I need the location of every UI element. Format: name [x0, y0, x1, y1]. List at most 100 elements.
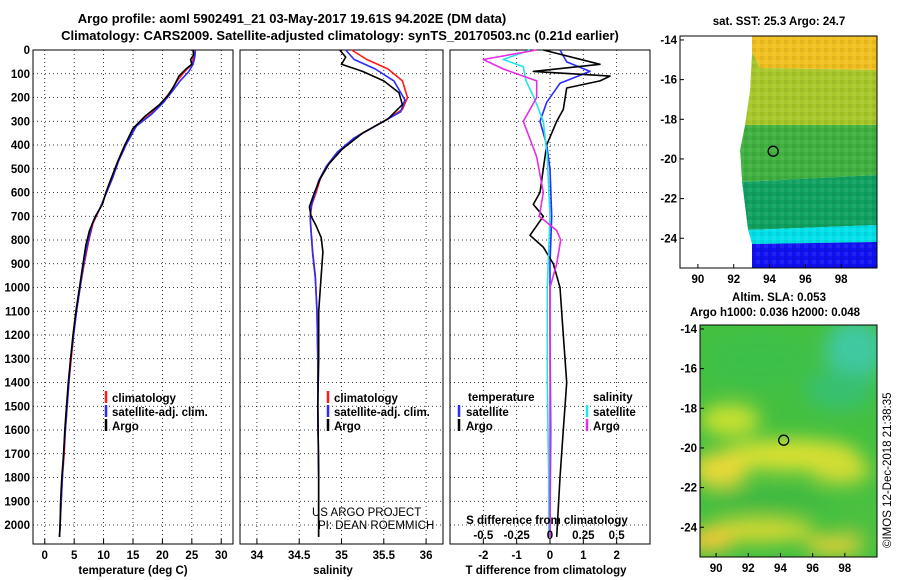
- latitude-tick-label: -14: [660, 35, 677, 47]
- pressure-tick-labels: 0 100 200 300 400 500 600 700 800 900 1000 1100 1200…: [4, 45, 30, 532]
- latitude-tick-label: -16: [680, 364, 697, 376]
- x-tick-label: 1: [580, 550, 587, 562]
- x-tick-label: 0: [42, 550, 48, 562]
- temperature-difference-tick-labels: -2 -1 0 1 2: [478, 550, 620, 562]
- longitude-tick-label: 96: [799, 274, 812, 286]
- temperature-gridlines: [33, 49, 233, 544]
- figure-title-line2: Climatology: CARS2009. Satellite-adjuste…: [61, 28, 619, 43]
- pressure-tick-label: 1800: [4, 473, 30, 485]
- x-tick-label: 10: [97, 550, 110, 562]
- sst-texture: [740, 36, 877, 268]
- pressure-tick-label: 1300: [4, 354, 30, 366]
- sst-longitude-labels: 90 92 94 96 98: [692, 264, 848, 286]
- argo-float-marker: [767, 145, 779, 157]
- x-tick-label: 5: [71, 550, 78, 562]
- sst-map-frame: [679, 35, 878, 269]
- pressure-tick-label: 1400: [4, 378, 30, 390]
- salinity-legend: climatology satellite-adj. clim. Argo: [326, 391, 430, 433]
- longitude-tick-label: 92: [727, 274, 740, 286]
- argo-float-marker: [778, 434, 790, 446]
- sst-map-panel: sat. SST: 25.3 Argo: 24.7 90 92 94 96 98 -14…: [660, 16, 878, 286]
- difference-legend: temperature satellite Argo salinity sate…: [457, 392, 636, 433]
- x-tick-label: 15: [127, 550, 140, 562]
- sla-map-panel: Altim. SLA: 0.053 Argo h1000: 0.036 h200…: [680, 292, 878, 575]
- pi-credit: PI: DEAN ROEMMICH: [318, 520, 434, 532]
- latitude-tick-label: -14: [680, 324, 697, 336]
- salinity-difference-tick-label: 0.5: [609, 530, 626, 542]
- legend-label-satellite: satellite-adj. clim.: [112, 407, 208, 419]
- salinity-series: [308, 49, 409, 537]
- legend-label-sal-argo: Argo: [593, 421, 620, 433]
- latitude-tick-label: -20: [660, 154, 677, 166]
- difference-profile-panel: -2 -1 0 1 2 -0.5 -0.25 0 0.25 0.5 S difference f…: [449, 49, 651, 577]
- longitude-tick-label: 98: [838, 563, 851, 575]
- pressure-tick-label: 100: [11, 69, 30, 81]
- x-tick-label: 36: [420, 550, 433, 562]
- series-line-argo: [58, 49, 195, 537]
- x-tick-label: 35.5: [373, 550, 396, 562]
- salinity-difference-axis-label: S difference from climatology: [466, 515, 628, 527]
- series-line-satellite-adj-clim-: [58, 49, 197, 537]
- latitude-tick-label: -22: [680, 483, 697, 495]
- salinity-difference-tick-label: 0: [547, 530, 553, 542]
- pressure-tick-label: 900: [11, 259, 30, 271]
- longitude-tick-label: 90: [692, 274, 705, 286]
- longitude-tick-label: 96: [806, 563, 819, 575]
- series-line-temperature-argo: [529, 49, 611, 537]
- series-line-argo: [308, 49, 404, 537]
- legend-label-temp-satellite: satellite: [466, 407, 509, 419]
- salinity-plot-frame: [239, 49, 444, 545]
- pressure-tick-label: 1500: [4, 401, 30, 413]
- latitude-tick-label: -16: [660, 75, 677, 87]
- pressure-tick-label: 500: [11, 164, 30, 176]
- salinity-axis-label: salinity: [313, 565, 353, 577]
- legend-label-climatology: climatology: [112, 393, 177, 405]
- x-tick-label: 25: [185, 550, 198, 562]
- x-tick-label: -2: [478, 550, 488, 562]
- pressure-tick-label: 300: [11, 116, 30, 128]
- latitude-tick-label: -18: [680, 403, 697, 415]
- series-line-salinity-satellite: [502, 49, 551, 537]
- legend-label-climatology: climatology: [334, 393, 399, 405]
- sla-map-title: Altim. SLA: 0.053: [732, 292, 826, 304]
- x-tick-label: 0: [547, 550, 553, 562]
- x-tick-label: 34: [251, 550, 264, 562]
- legend-label-sal-satellite: satellite: [593, 407, 636, 419]
- imos-timestamp: ©IMOS 12-Dec-2018 21:38:35: [882, 392, 894, 548]
- pressure-tick-label: 0: [24, 45, 30, 57]
- series-line-satellite-adj-clim-: [309, 49, 406, 537]
- salinity-tick-labels: 34 34.5 35 35.5 36: [251, 550, 433, 562]
- pressure-tick-label: 1700: [4, 449, 30, 461]
- x-tick-label: 20: [156, 550, 169, 562]
- legend-label-argo: Argo: [112, 421, 139, 433]
- legend-label-temp-argo: Argo: [466, 421, 493, 433]
- longitude-tick-label: 90: [710, 563, 723, 575]
- salinity-profile-panel: 34 34.5 35 35.5 36 salinity climatology sate…: [239, 49, 444, 577]
- latitude-tick-label: -24: [680, 522, 697, 534]
- legend-title-temperature: temperature: [468, 392, 534, 404]
- legend-label-argo: Argo: [334, 421, 361, 433]
- legend-label-satellite: satellite-adj. clim.: [334, 407, 430, 419]
- latitude-tick-label: -18: [660, 114, 677, 126]
- temperature-profile-panel: 0100200300400500600700800900100011001200…: [4, 45, 234, 577]
- sst-no-data-region: [680, 36, 752, 268]
- sst-latitude-labels: -14 -16 -18 -20 -22 -24: [660, 35, 684, 245]
- salinity-difference-tick-labels: -0.5 -0.25 0 0.25 0.5: [473, 530, 625, 542]
- salinity-gridlines: [240, 49, 443, 544]
- pressure-tick-label: 2000: [4, 520, 30, 532]
- pressure-tick-label: 1600: [4, 425, 30, 437]
- salinity-difference-tick-label: -0.5: [473, 530, 493, 542]
- pressure-tick-label: 200: [11, 93, 30, 105]
- sla-longitude-labels: 90 92 94 96 98: [710, 553, 852, 575]
- longitude-tick-label: 98: [835, 274, 848, 286]
- project-credit: US ARGO PROJECT: [312, 507, 421, 519]
- legend-title-salinity: salinity: [593, 392, 633, 404]
- x-tick-label: -1: [512, 550, 523, 562]
- pressure-tick-label: 600: [11, 188, 30, 200]
- series-line-salinity-argo: [482, 49, 562, 537]
- temperature-difference-axis-label: T difference from climatology: [465, 565, 627, 577]
- series-line-climatology: [309, 49, 409, 537]
- temperature-legend: climatology satellite-adj. clim. Argo: [104, 391, 208, 433]
- pressure-tick-label: 800: [11, 235, 30, 247]
